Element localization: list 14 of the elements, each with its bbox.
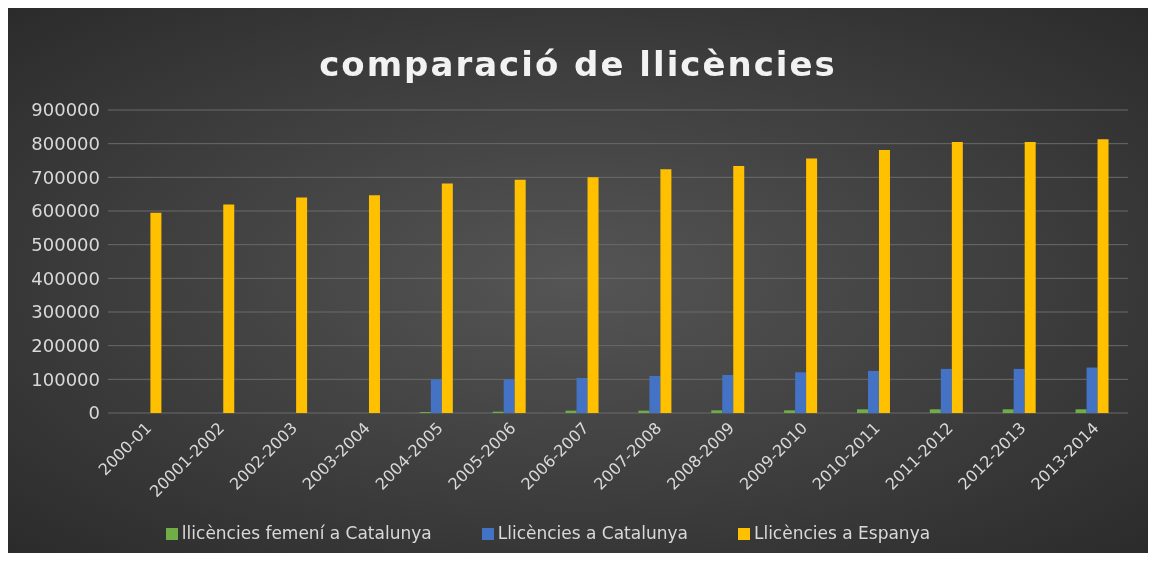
legend-label: Llicències a Catalunya [497, 523, 688, 543]
legend-label: llicències femení a Catalunya [181, 523, 432, 543]
y-tick-label: 0 [88, 402, 100, 424]
y-tick-label: 400000 [31, 267, 100, 289]
y-tick-label: 900000 [31, 99, 100, 121]
y-tick-label: 600000 [31, 200, 100, 222]
y-tick-label: 300000 [31, 301, 100, 323]
y-tick-label: 800000 [31, 133, 100, 155]
y-tick-label: 700000 [31, 166, 100, 188]
y-tick-label: 500000 [31, 234, 100, 256]
legend-label: Llicències a Espanya [753, 523, 931, 543]
y-tick-label: 200000 [31, 335, 100, 357]
chart-title: comparació de llicències [318, 43, 838, 86]
y-tick-label: 100000 [31, 368, 100, 390]
